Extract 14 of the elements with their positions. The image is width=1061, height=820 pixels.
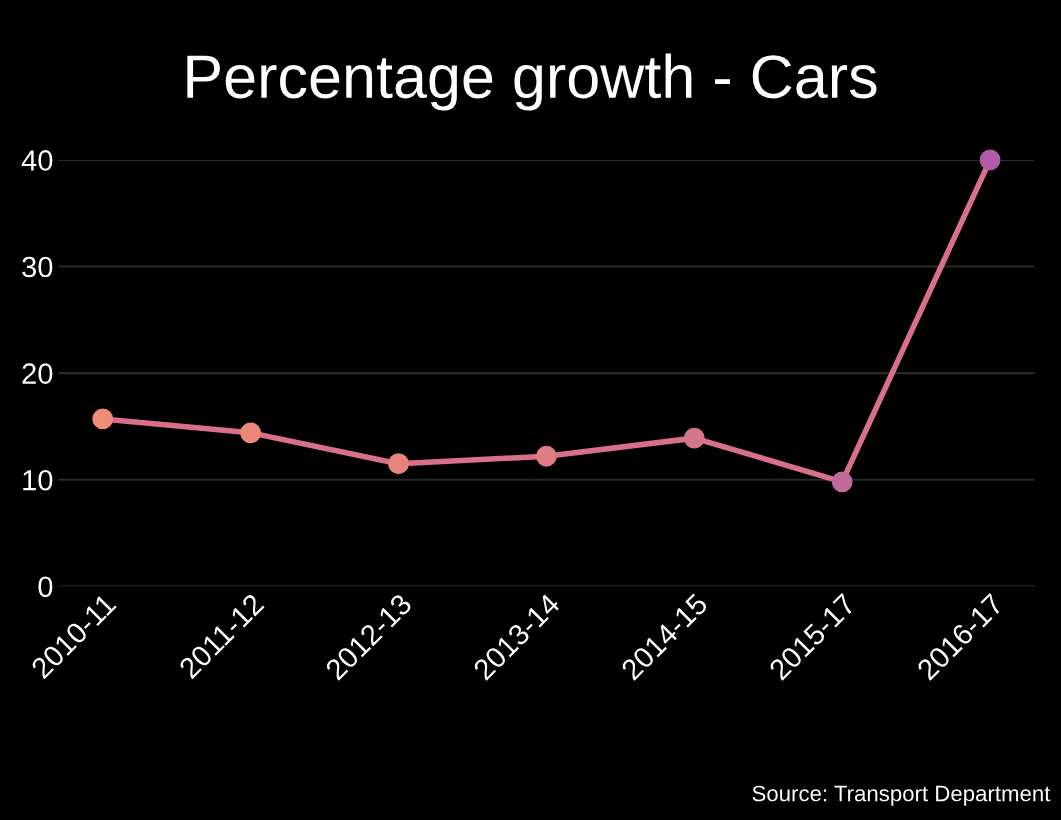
source-note: Source: Transport Department [752, 785, 1051, 806]
point [92, 408, 114, 430]
point [240, 422, 262, 444]
y-tick-label: 10 [23, 469, 53, 491]
y-tick-label: 20 [22, 363, 53, 384]
point [979, 149, 1001, 171]
chart-title: Percentage growth - Cars [187, 53, 877, 111]
point [831, 471, 853, 493]
point [388, 453, 409, 475]
y-tick-label: 0 [38, 576, 53, 598]
point [683, 427, 705, 449]
point [535, 445, 557, 467]
y-tick-label: 40 [21, 150, 53, 171]
y-tick-label: 30 [22, 256, 53, 278]
